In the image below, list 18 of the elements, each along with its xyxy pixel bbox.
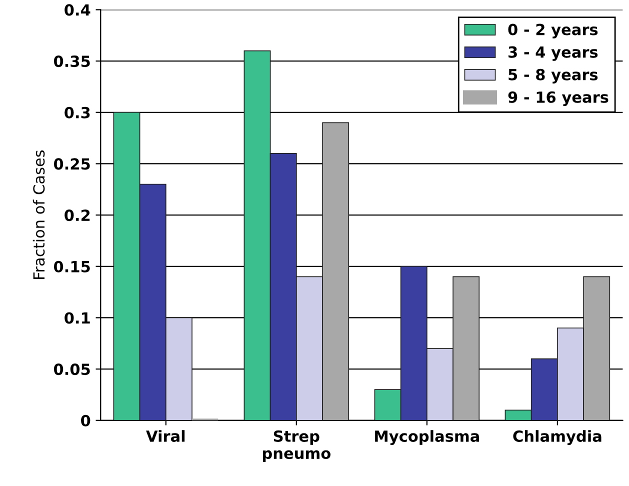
y-tick-label: 0.3 bbox=[64, 106, 90, 118]
legend-label: 3 - 4 years bbox=[508, 46, 598, 61]
y-tick-label: 0.15 bbox=[54, 260, 90, 272]
y-tick-label: 0.35 bbox=[54, 56, 90, 68]
y-tick-label: 0.05 bbox=[54, 364, 90, 376]
x-tick-label: Chlamydia bbox=[513, 430, 602, 446]
y-tick-label: 0.2 bbox=[64, 210, 90, 222]
y-tick-label: 0 bbox=[81, 414, 90, 426]
y-axis-title: Fraction of Cases bbox=[32, 150, 45, 279]
y-tick-label: 0.25 bbox=[54, 158, 90, 170]
legend-label: 9 - 16 years bbox=[508, 91, 608, 106]
legend-label: 0 - 2 years bbox=[508, 24, 598, 38]
y-tick-label: 0.1 bbox=[64, 312, 90, 324]
legend-label: 5 - 8 years bbox=[508, 68, 598, 84]
y-tick-label: 0.4 bbox=[64, 4, 90, 16]
x-tick-label: Viral bbox=[146, 430, 185, 442]
x-tick-label: Mycoplasma bbox=[375, 430, 479, 446]
x-tick-label: Strep pneumo bbox=[262, 430, 330, 462]
